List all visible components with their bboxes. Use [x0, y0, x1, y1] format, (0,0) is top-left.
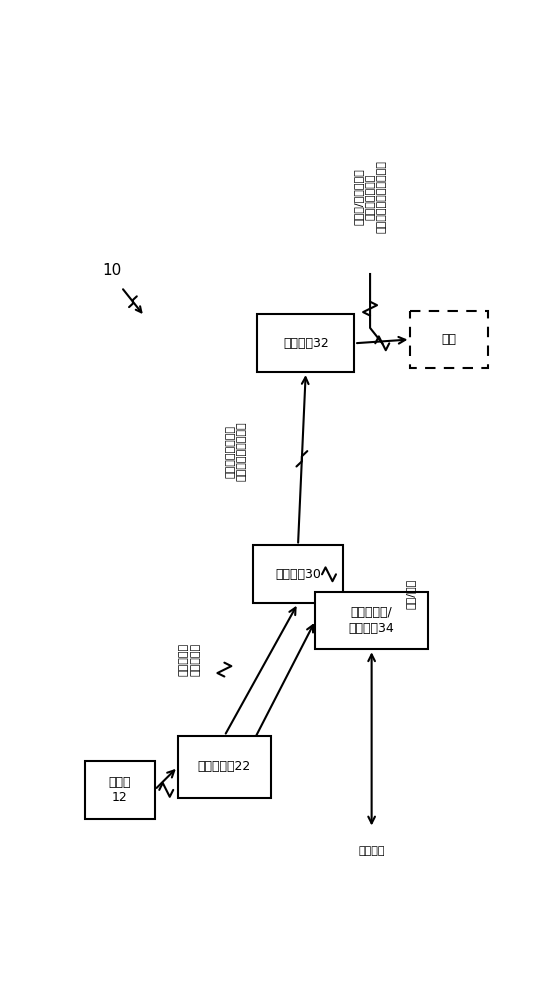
- Text: 评估信号例如指示
关键光是否超出规格: 评估信号例如指示 关键光是否超出规格: [225, 421, 247, 481]
- Text: 感测的照明
参数的信号: 感测的照明 参数的信号: [179, 642, 200, 676]
- Bar: [85, 761, 155, 819]
- Text: 关键光
12: 关键光 12: [108, 776, 131, 804]
- Text: 机器: 机器: [442, 333, 457, 346]
- Bar: [254, 545, 342, 603]
- Text: 网络通信: 网络通信: [359, 846, 385, 856]
- Text: 测试/验证: 测试/验证: [405, 578, 415, 609]
- Text: 控制单元32: 控制单元32: [283, 337, 329, 350]
- Bar: [178, 736, 271, 798]
- Bar: [315, 592, 428, 649]
- Text: 控制和/或通信信号
例如停机信号、
维修报警、状态指示灯等: 控制和/或通信信号 例如停机信号、 维修报警、状态指示灯等: [354, 161, 387, 233]
- Text: 可选的测试/
通信电路34: 可选的测试/ 通信电路34: [349, 606, 395, 635]
- Text: 10: 10: [102, 263, 122, 278]
- Text: 评估单元30: 评估单元30: [275, 568, 321, 581]
- Bar: [258, 314, 354, 372]
- Text: 传感器单元22: 传感器单元22: [198, 760, 251, 773]
- Bar: [410, 311, 488, 368]
